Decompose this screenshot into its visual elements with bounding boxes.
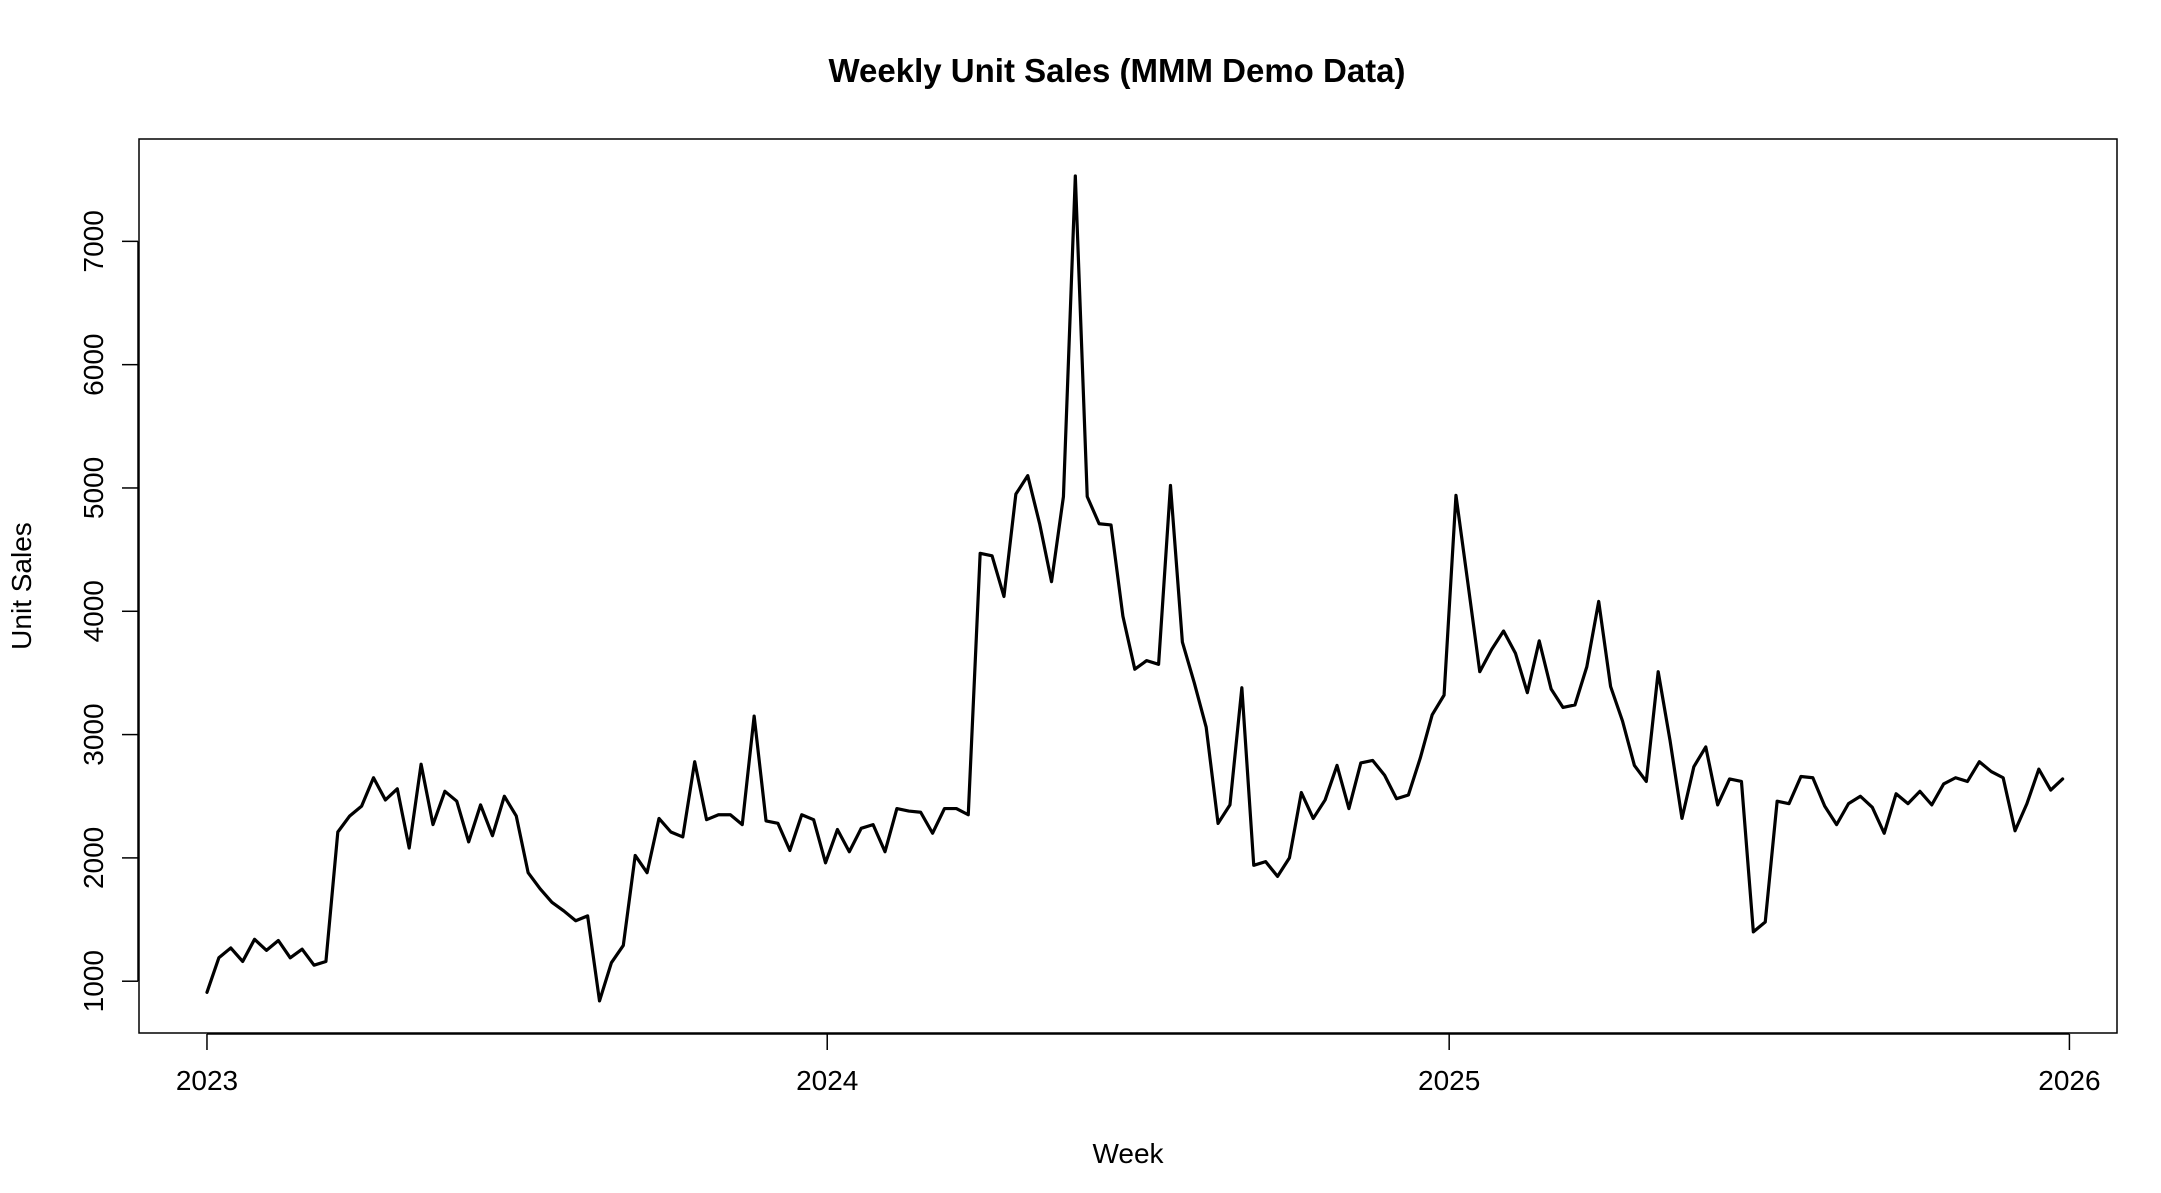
y-tick-label: 2000 (78, 827, 109, 889)
x-tick-label: 2024 (796, 1065, 858, 1096)
series-layer (205, 174, 2065, 1003)
y-axis-label: Unit Sales (6, 522, 37, 650)
plot-frame (138, 138, 2118, 1034)
chart-title: Weekly Unit Sales (MMM Demo Data) (828, 52, 1405, 89)
x-tick-label: 2026 (2038, 1065, 2100, 1096)
y-axis: 1000 2000 3000 4000 5000 6000 7000 (78, 210, 139, 1012)
y-tick-label: 3000 (78, 703, 109, 765)
x-tick-label: 2025 (1418, 1065, 1480, 1096)
x-axis: 2023 2024 2025 2026 (176, 1033, 2101, 1096)
y-tick-label: 4000 (78, 580, 109, 642)
x-tick-label: 2023 (176, 1065, 238, 1096)
y-tick-label: 7000 (78, 210, 109, 272)
x-axis-label: Week (1092, 1138, 1164, 1169)
y-tick-label: 1000 (78, 950, 109, 1012)
y-tick-label: 6000 (78, 334, 109, 396)
series-line (205, 174, 2065, 1003)
y-tick-label: 5000 (78, 457, 109, 519)
